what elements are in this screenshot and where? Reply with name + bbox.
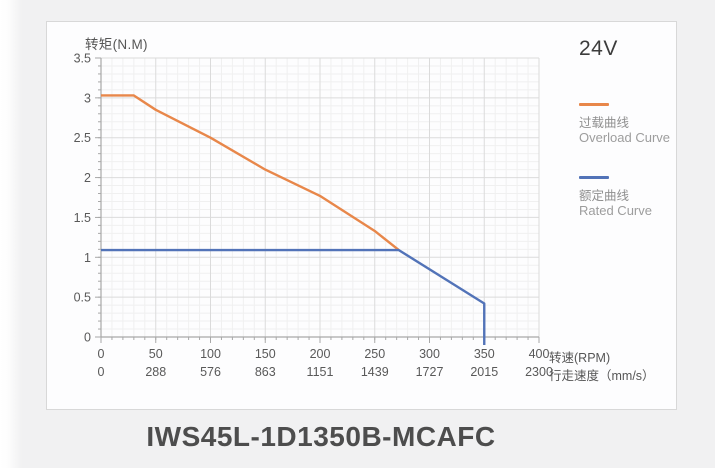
overload-curve-label-zh: 过载曲线 [579, 116, 630, 130]
svg-text:3.5: 3.5 [74, 52, 91, 66]
svg-text:0: 0 [84, 331, 91, 345]
rated-curve-label-en: Rated Curve [579, 203, 652, 218]
torque-curve-plot: 0 0.5 1 1.5 2 2.5 3 3.5 0 50 100 150 200 250 300 350 400… [74, 52, 553, 380]
model-title: IWS45L-1D1350B-MCAFC [146, 421, 496, 452]
svg-text:1151: 1151 [307, 365, 334, 379]
svg-text:300: 300 [419, 347, 440, 361]
voltage-label: 24V [579, 37, 618, 60]
svg-text:2015: 2015 [470, 365, 498, 379]
svg-text:3: 3 [84, 91, 91, 105]
svg-text:1: 1 [84, 251, 91, 265]
chart-legend: 24V 过载曲线 Overload Curve 额定曲线 Rated Curve [579, 22, 679, 252]
svg-text:0.5: 0.5 [74, 291, 91, 305]
svg-text:288: 288 [145, 365, 166, 379]
svg-text:576: 576 [200, 365, 221, 379]
svg-text:1727: 1727 [416, 365, 444, 379]
svg-text:150: 150 [255, 347, 276, 361]
svg-text:100: 100 [200, 347, 221, 361]
overload-curve-label-en: Overload Curve [579, 130, 671, 145]
svg-text:2: 2 [84, 171, 91, 185]
x-axis-title-rpm: 转速(RPM) [549, 351, 611, 365]
rated-curve-swatch [579, 176, 609, 179]
chart-card: 转矩(N.M) 0 0.5 1 1.5 2 2.5 3 3.5 0 50 100 150 200 250 3… [46, 21, 677, 410]
svg-text:50: 50 [149, 347, 163, 361]
svg-text:2300: 2300 [525, 365, 553, 379]
svg-text:200: 200 [310, 347, 331, 361]
svg-text:2.5: 2.5 [74, 131, 91, 145]
rated-curve-label-zh: 额定曲线 [579, 189, 630, 203]
x-axis-title-speed: 行走速度（mm/s） [549, 369, 655, 383]
svg-text:863: 863 [255, 365, 276, 379]
svg-text:0: 0 [98, 365, 105, 379]
svg-text:0: 0 [98, 347, 105, 361]
svg-text:250: 250 [364, 347, 385, 361]
svg-text:1439: 1439 [361, 365, 389, 379]
svg-text:350: 350 [474, 347, 495, 361]
page-edge [0, 0, 26, 468]
svg-text:1.5: 1.5 [74, 211, 91, 225]
svg-text:400: 400 [529, 347, 550, 361]
overload-curve-swatch [579, 103, 609, 106]
y-axis-title: 转矩(N.M) [85, 37, 148, 52]
